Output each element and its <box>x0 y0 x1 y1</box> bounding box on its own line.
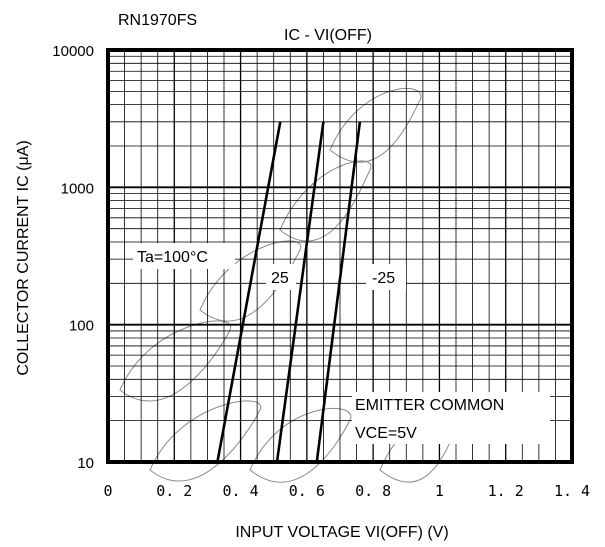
label-background <box>352 392 550 444</box>
watermark-stroke <box>329 88 422 163</box>
x-tick-labels: 0 0. 2 0. 4 0. 6 0. 8 1 1. 2 1. 4 <box>103 482 590 500</box>
y-tick-label: 1000 <box>61 180 94 197</box>
part-number: RN1970FS <box>118 12 197 29</box>
series-line-minus25 <box>315 121 362 463</box>
watermark-stroke <box>149 400 262 482</box>
label-boxes <box>133 243 550 444</box>
x-tick-label: 0. 6 <box>289 482 325 500</box>
label-background <box>133 243 235 269</box>
x-tick-label: 1. 4 <box>554 482 590 500</box>
series-label-minus25: -25 <box>372 270 395 287</box>
x-tick-label: 1 <box>435 482 444 500</box>
plot-frame <box>106 48 574 464</box>
y-axis-label: COLLECTOR CURRENT IC (μA) <box>15 140 32 375</box>
series-label-100c: Ta=100°C <box>137 249 208 266</box>
y-tick-labels: 10 100 1000 10000 <box>52 43 94 472</box>
label-background <box>366 264 406 290</box>
label-background <box>266 264 296 290</box>
watermark-stroke <box>249 408 352 483</box>
series-line-100c <box>216 121 282 463</box>
series-label-25: 25 <box>271 270 289 287</box>
x-axis-label: INPUT VOLTAGE VI(OFF) (V) <box>235 524 448 541</box>
x-tick-label: 0 <box>103 482 112 500</box>
y-tick-label: 100 <box>69 318 94 335</box>
chart-title: IC - VI(OFF) <box>284 27 372 44</box>
series-line-25 <box>275 121 325 463</box>
watermark-stroke <box>119 320 232 402</box>
y-tick-label: 10000 <box>52 43 94 60</box>
x-tick-label: 0. 4 <box>223 482 259 500</box>
annotation-vce: VCE=5V <box>355 425 417 442</box>
y-tick-label: 10 <box>77 455 94 472</box>
x-tick-label: 0. 2 <box>156 482 192 500</box>
series-layer <box>216 121 362 463</box>
annotation-emitter-common: EMITTER COMMON <box>355 397 504 414</box>
x-tick-label: 0. 8 <box>355 482 391 500</box>
x-tick-label: 1. 2 <box>488 482 524 500</box>
